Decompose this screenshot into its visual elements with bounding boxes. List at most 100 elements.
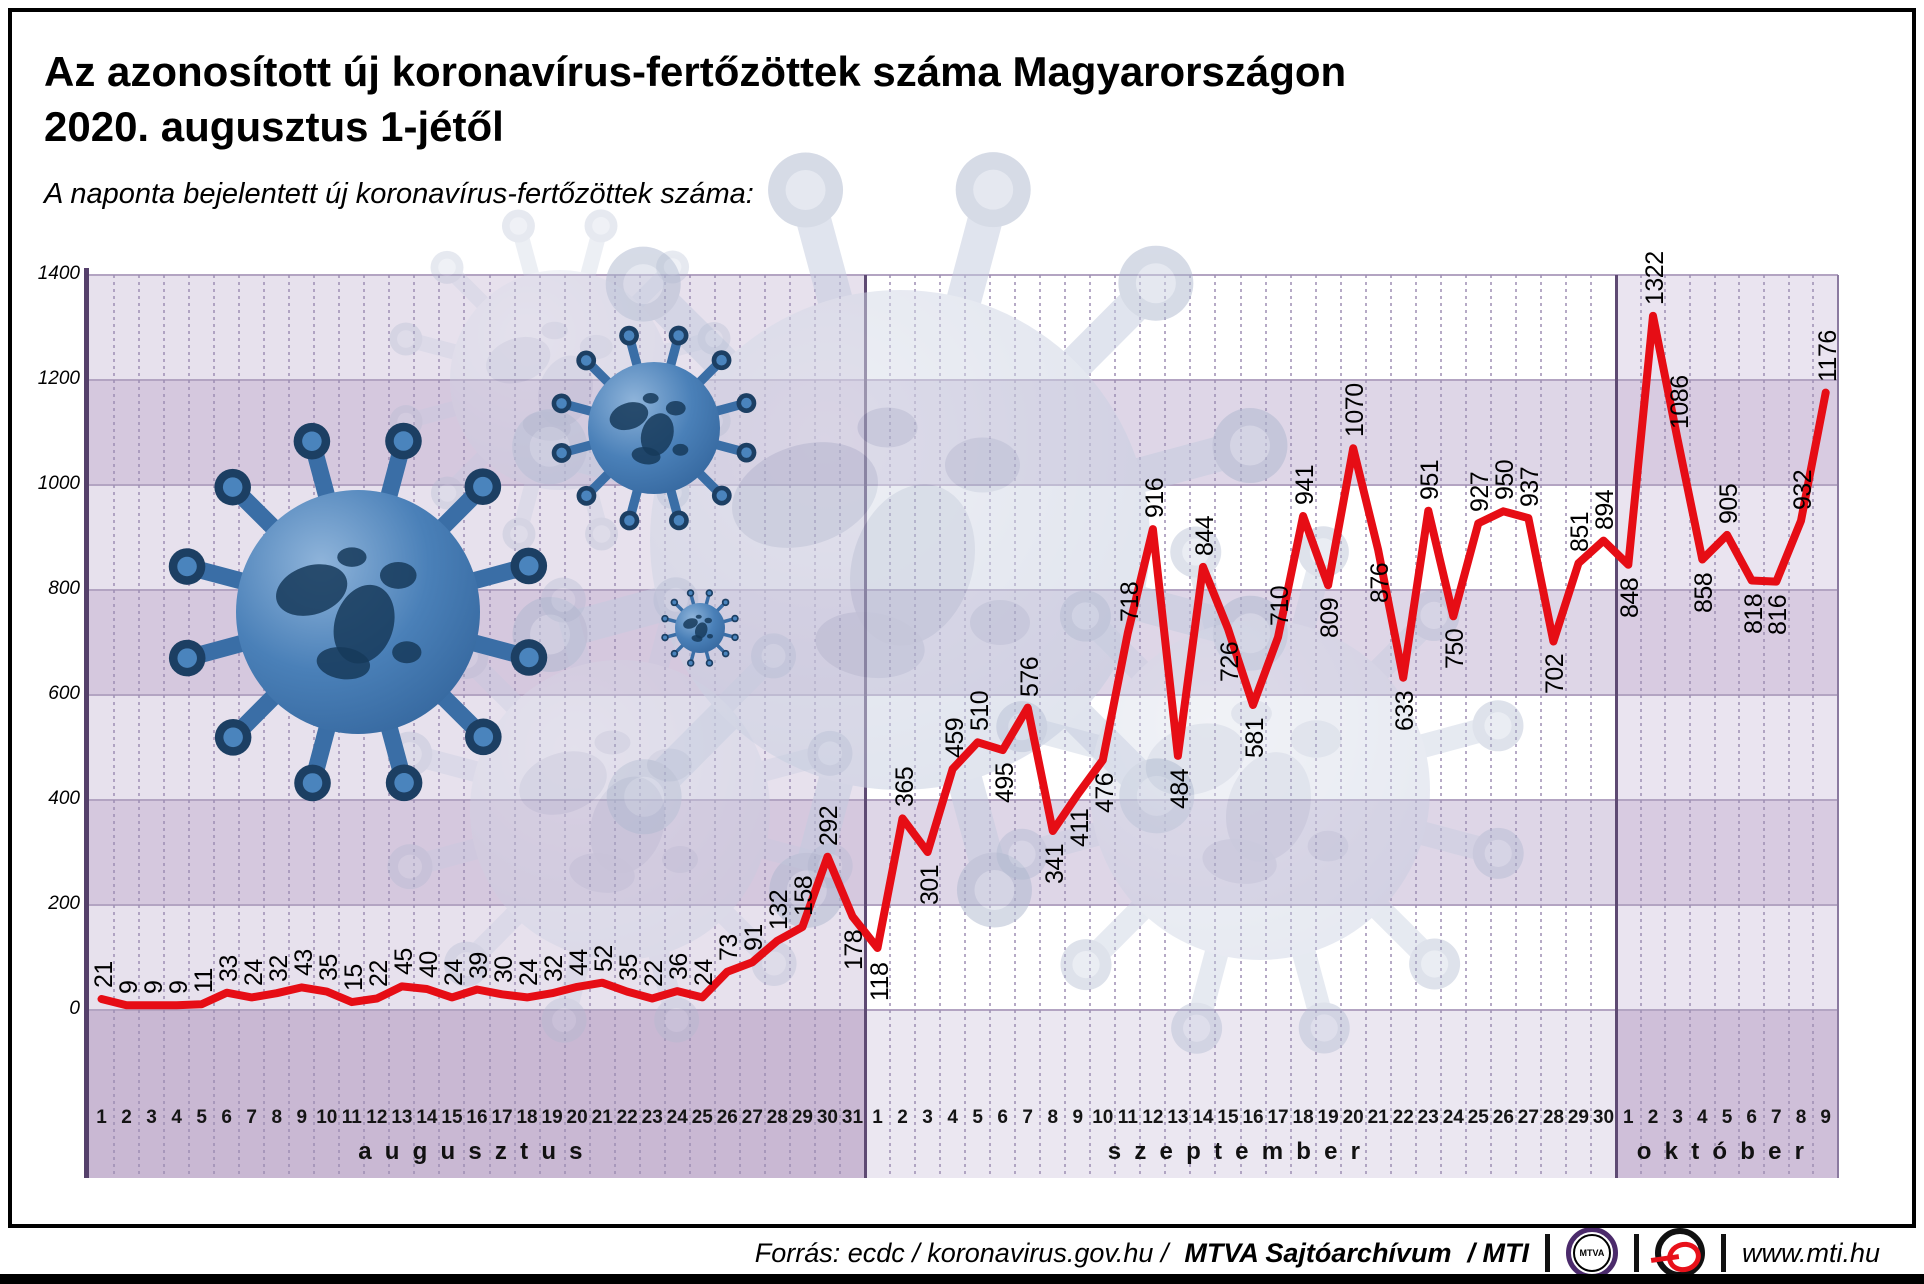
- gridline-vertical: [1664, 275, 1667, 1178]
- data-point-label: 932: [1789, 469, 1817, 510]
- data-point-label: 581: [1241, 717, 1270, 758]
- day-number: 18: [516, 1107, 538, 1128]
- day-number: 26: [716, 1107, 738, 1128]
- day-number: 9: [296, 1107, 308, 1128]
- day-number: 25: [691, 1107, 713, 1128]
- month-label: október: [1636, 1138, 1818, 1165]
- day-number: 13: [1167, 1107, 1189, 1128]
- gridline-vertical: [263, 275, 266, 1178]
- gridline-vertical: [438, 275, 441, 1178]
- gridline-vertical: [1763, 275, 1765, 1178]
- day-number: 5: [1721, 1107, 1733, 1128]
- chart-band: [1616, 905, 1838, 1010]
- day-number: 7: [246, 1107, 257, 1128]
- source-text: Forrás: ecdc / koronavirus.gov.hu /: [754, 1237, 1169, 1268]
- data-point-label: 484: [1165, 768, 1194, 809]
- title-line2: 2020. augusztus 1-jétől: [44, 103, 504, 150]
- chart-footer-band: [1616, 1010, 1838, 1178]
- day-number: 15: [1217, 1107, 1239, 1128]
- chart-band: [1616, 590, 1838, 695]
- chart-band: [1616, 380, 1838, 485]
- day-number: 4: [1697, 1107, 1708, 1128]
- gridline-vertical: [288, 275, 291, 1178]
- day-number: 3: [1672, 1107, 1683, 1128]
- data-point-label: 292: [815, 805, 844, 846]
- data-point-label: 916: [1140, 477, 1169, 519]
- day-number: 30: [1592, 1107, 1615, 1128]
- gridline-vertical: [413, 275, 416, 1178]
- day-number: 26: [1492, 1107, 1514, 1128]
- day-number: 23: [1417, 1107, 1439, 1128]
- day-number: 5: [972, 1107, 983, 1128]
- day-number: 6: [221, 1107, 232, 1128]
- gridline-horizontal: [89, 1009, 1838, 1011]
- day-number: 25: [1467, 1107, 1489, 1128]
- source-archive: MTVA Sajtóarchívum: [1184, 1237, 1452, 1268]
- data-point-label: 1322: [1641, 251, 1669, 305]
- data-point-label: 848: [1616, 577, 1645, 618]
- gridline-vertical: [1564, 275, 1567, 1178]
- data-point-label: 411: [1065, 808, 1094, 848]
- gridline-vertical: [1489, 275, 1492, 1178]
- day-number: 28: [766, 1107, 788, 1128]
- website-url: www.mti.hu: [1741, 1237, 1880, 1268]
- day-number: 30: [816, 1107, 838, 1128]
- title-line1: Az azonosított új koronavírus-fertőzötte…: [44, 48, 1347, 95]
- day-number: 12: [366, 1107, 388, 1128]
- day-number: 19: [541, 1107, 563, 1128]
- data-point-label: 365: [890, 767, 919, 808]
- gridline-vertical: [113, 275, 116, 1178]
- day-number: 10: [316, 1107, 338, 1128]
- day-number: 14: [416, 1107, 438, 1128]
- data-point-label: 576: [1015, 656, 1044, 697]
- data-point-label: 158: [790, 875, 819, 917]
- day-number: 16: [466, 1107, 488, 1128]
- day-number: 4: [171, 1107, 182, 1128]
- day-number: 22: [1392, 1107, 1414, 1128]
- data-point-label: 718: [1115, 581, 1144, 623]
- day-number: 22: [616, 1107, 638, 1128]
- day-number: 20: [1342, 1107, 1364, 1128]
- chart-footer-band: [89, 1010, 865, 1178]
- day-number: 15: [441, 1107, 463, 1128]
- footer-divider: [1720, 1234, 1726, 1272]
- gridline-vertical: [213, 275, 216, 1178]
- gridline-vertical: [1812, 275, 1815, 1178]
- data-point-label: 476: [1090, 772, 1119, 814]
- day-number: 16: [1242, 1107, 1264, 1128]
- gridline-vertical: [1738, 275, 1741, 1178]
- day-number: 2: [1647, 1107, 1659, 1128]
- day-number: 27: [741, 1107, 763, 1128]
- gridline-vertical: [1787, 275, 1790, 1178]
- data-point-label: 341: [1040, 843, 1069, 884]
- day-number: 8: [1795, 1107, 1807, 1128]
- gridline-vertical: [1589, 275, 1592, 1178]
- footer: Forrás: ecdc / koronavirus.gov.hu / MTVA…: [0, 1227, 1880, 1279]
- day-number: 18: [1292, 1107, 1314, 1128]
- day-number: 3: [146, 1107, 157, 1128]
- y-axis-tick-label: 600: [48, 683, 80, 704]
- page-title: Az azonosított új koronavírus-fertőzötte…: [44, 44, 1346, 154]
- virus-illustration: [661, 589, 739, 667]
- day-number: 8: [1047, 1107, 1059, 1128]
- gridline-vertical: [313, 275, 316, 1178]
- gridline-vertical: [138, 275, 141, 1178]
- footer-divider: [1544, 1234, 1550, 1272]
- y-axis-tick-label: 0: [69, 998, 80, 1019]
- data-point-label: 118: [865, 962, 894, 1002]
- data-point-label: 726: [1215, 641, 1244, 682]
- day-number: 24: [1442, 1107, 1464, 1128]
- gridline-vertical: [1514, 275, 1517, 1178]
- data-point-label: 809: [1316, 598, 1345, 639]
- day-number: 29: [791, 1107, 813, 1128]
- data-point-label: 876: [1366, 562, 1395, 604]
- gridline-vertical: [188, 275, 191, 1178]
- data-point-label: 858: [1690, 572, 1719, 613]
- chart-band: [1616, 800, 1838, 905]
- bottom-border: [0, 1274, 1924, 1284]
- day-number: 11: [1117, 1107, 1138, 1128]
- data-point-label: 937: [1516, 466, 1545, 508]
- data-point-label: 951: [1416, 459, 1445, 500]
- day-number: 13: [391, 1107, 413, 1128]
